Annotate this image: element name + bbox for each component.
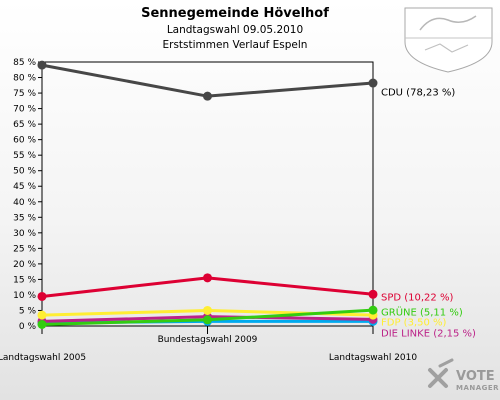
y-tick-label: 55 % xyxy=(13,151,36,161)
data-point xyxy=(203,273,212,283)
y-tick-label: 0 % xyxy=(19,322,37,332)
y-tick-label: 60 % xyxy=(13,136,36,146)
data-point xyxy=(368,78,378,88)
chart-subtitle-election: Landtagswahl 09.05.2010 xyxy=(167,24,303,36)
series-lines xyxy=(37,60,378,329)
y-tick-label: 15 % xyxy=(13,275,36,285)
y-tick-label: 75 % xyxy=(13,89,36,99)
brand-vote: VOTE xyxy=(456,369,495,384)
y-tick-label: 45 % xyxy=(13,182,36,192)
series-labels: CDU (78,23 %) SPD (10,22 %) GRÜNE (5,11 %)… xyxy=(381,88,476,340)
chart-title: Sennegemeinde Hövelhof xyxy=(141,6,329,21)
data-point xyxy=(37,319,47,329)
y-tick-label: 70 % xyxy=(13,105,36,115)
data-point xyxy=(203,315,212,325)
data-point xyxy=(203,305,212,315)
y-tick-label: 30 % xyxy=(13,229,36,239)
y-tick-label: 40 % xyxy=(13,198,36,208)
y-tick-label: 35 % xyxy=(13,213,36,223)
vote-manager-logo: VOTE MANAGER xyxy=(428,358,499,392)
y-tick-label: 20 % xyxy=(13,260,36,270)
series-line-cdu xyxy=(41,63,374,98)
x-tick-label: Bundestagswahl 2009 xyxy=(158,335,258,345)
y-tick-label: 25 % xyxy=(13,244,36,254)
data-point xyxy=(368,289,378,299)
x-tick-label: Landtagswahl 2010 xyxy=(329,353,418,363)
state-crest-icon xyxy=(404,7,493,73)
y-axis: 0 % 5 % 10 % 15 % 20 % 25 % 30 % 35 % 40 % 45 % 50… xyxy=(13,58,42,332)
y-tick-label: 5 % xyxy=(19,306,37,316)
y-tick-label: 80 % xyxy=(13,74,36,84)
series-label: DIE LINKE (2,15 %) xyxy=(381,329,476,340)
y-tick-label: 85 % xyxy=(13,58,36,68)
chart-subtitle-detail: Erststimmen Verlauf Espeln xyxy=(163,39,308,51)
x-tick-label: Landtagswahl 2005 xyxy=(0,353,86,363)
y-tick-label: 10 % xyxy=(13,291,36,301)
series-label: CDU (78,23 %) xyxy=(381,88,455,99)
y-tick-label: 50 % xyxy=(13,167,36,177)
data-point xyxy=(203,91,212,101)
x-axis: Landtagswahl 2005 Bundestagswahl 2009 Land… xyxy=(0,326,417,363)
series-label: FDP (3,50 %) xyxy=(381,318,447,329)
data-point xyxy=(37,291,47,301)
data-point xyxy=(37,310,47,320)
series-label: GRÜNE (5,11 %) xyxy=(381,306,463,319)
data-point xyxy=(37,60,47,70)
y-tick-label: 65 % xyxy=(13,120,36,130)
series-label: SPD (10,22 %) xyxy=(381,293,453,304)
plot-area xyxy=(41,61,374,327)
data-point xyxy=(368,305,378,315)
brand-manager: MANAGER xyxy=(456,384,499,392)
